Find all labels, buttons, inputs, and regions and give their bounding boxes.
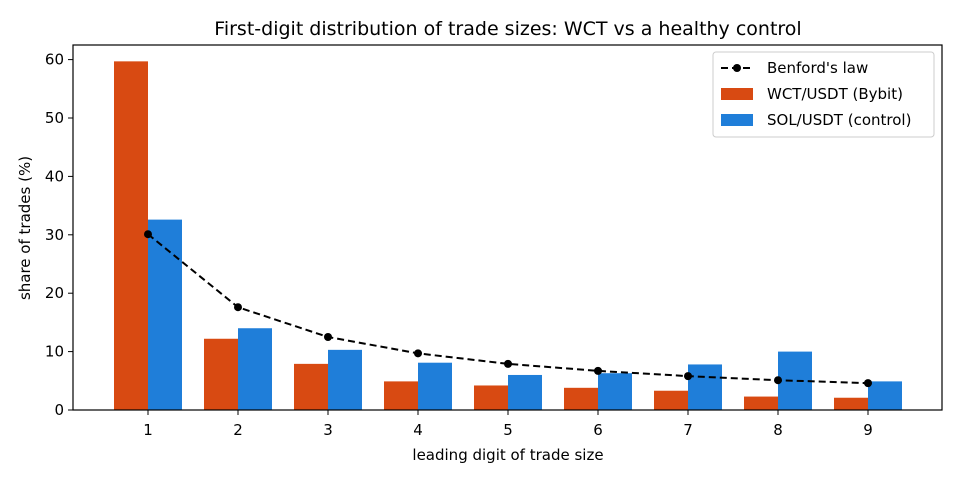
y-tick-label: 20 (45, 284, 64, 302)
bar-wct-3 (294, 363, 328, 410)
x-tick-label: 4 (413, 421, 423, 439)
bar-sol-2 (238, 328, 272, 410)
bar-sol-7 (688, 364, 722, 410)
x-axis-label: leading digit of trade size (412, 446, 603, 464)
bar-sol-8 (778, 351, 812, 410)
benford-point-3 (324, 333, 332, 341)
benford-point-4 (414, 349, 422, 358)
legend-label: WCT/USDT (Bybit) (767, 85, 903, 103)
x-tick-label: 3 (323, 421, 333, 439)
y-tick-label: 0 (54, 401, 64, 419)
legend-swatch-wct (721, 88, 753, 100)
bar-wct-1 (114, 61, 148, 411)
benford-point-2 (234, 303, 242, 312)
x-tick-label: 1 (143, 421, 153, 439)
chart-title: First-digit distribution of trade sizes:… (214, 18, 801, 40)
benford-point-6 (594, 366, 602, 375)
bar-sol-6 (598, 373, 632, 410)
legend-label: SOL/USDT (control) (767, 111, 911, 129)
bar-wct-7 (654, 390, 688, 410)
x-tick-label: 9 (863, 421, 873, 439)
x-tick-label: 6 (593, 421, 603, 439)
benford-point-9 (864, 379, 872, 388)
legend-box (712, 51, 935, 138)
legend-label: Benford's law (767, 59, 868, 77)
benford-line (147, 233, 869, 385)
benford-point-7 (684, 372, 692, 381)
bar-wct-2 (204, 338, 238, 410)
legend-swatch-sol (721, 114, 753, 126)
y-tick-label: 60 (45, 51, 64, 69)
plot-area (114, 61, 902, 411)
bar-wct-4 (384, 381, 418, 410)
bar-sol-4 (418, 362, 452, 410)
y-tick-label: 10 (45, 343, 64, 361)
legend-marker-benford (733, 64, 741, 72)
bar-sol-5 (508, 374, 542, 410)
legend: Benford's law WCT/USDT (Bybit) SOL/USDT (c… (712, 51, 935, 138)
x-axis: 1 2 3 4 5 6 7 8 9 (143, 410, 873, 439)
y-tick-label: 40 (45, 167, 64, 185)
bar-wct-5 (474, 385, 508, 410)
x-tick-label: 5 (503, 421, 513, 439)
bar-sol-1 (148, 219, 182, 410)
bar-wct-6 (564, 387, 598, 410)
benford-point-5 (504, 359, 512, 368)
bar-sol-9 (868, 381, 902, 410)
x-tick-label: 7 (683, 421, 693, 439)
bar-wct-8 (744, 396, 778, 410)
benford-point-8 (774, 376, 782, 385)
y-axis-label: share of trades (%) (16, 156, 34, 300)
y-tick-label: 50 (45, 109, 64, 127)
x-tick-label: 2 (233, 421, 243, 439)
benford-point-1 (144, 230, 152, 239)
y-axis: 0 10 20 30 40 50 60 (45, 51, 73, 419)
bar-sol-3 (328, 349, 362, 410)
bar-wct-9 (834, 397, 868, 410)
x-tick-label: 8 (773, 421, 783, 439)
y-tick-label: 30 (45, 226, 64, 244)
